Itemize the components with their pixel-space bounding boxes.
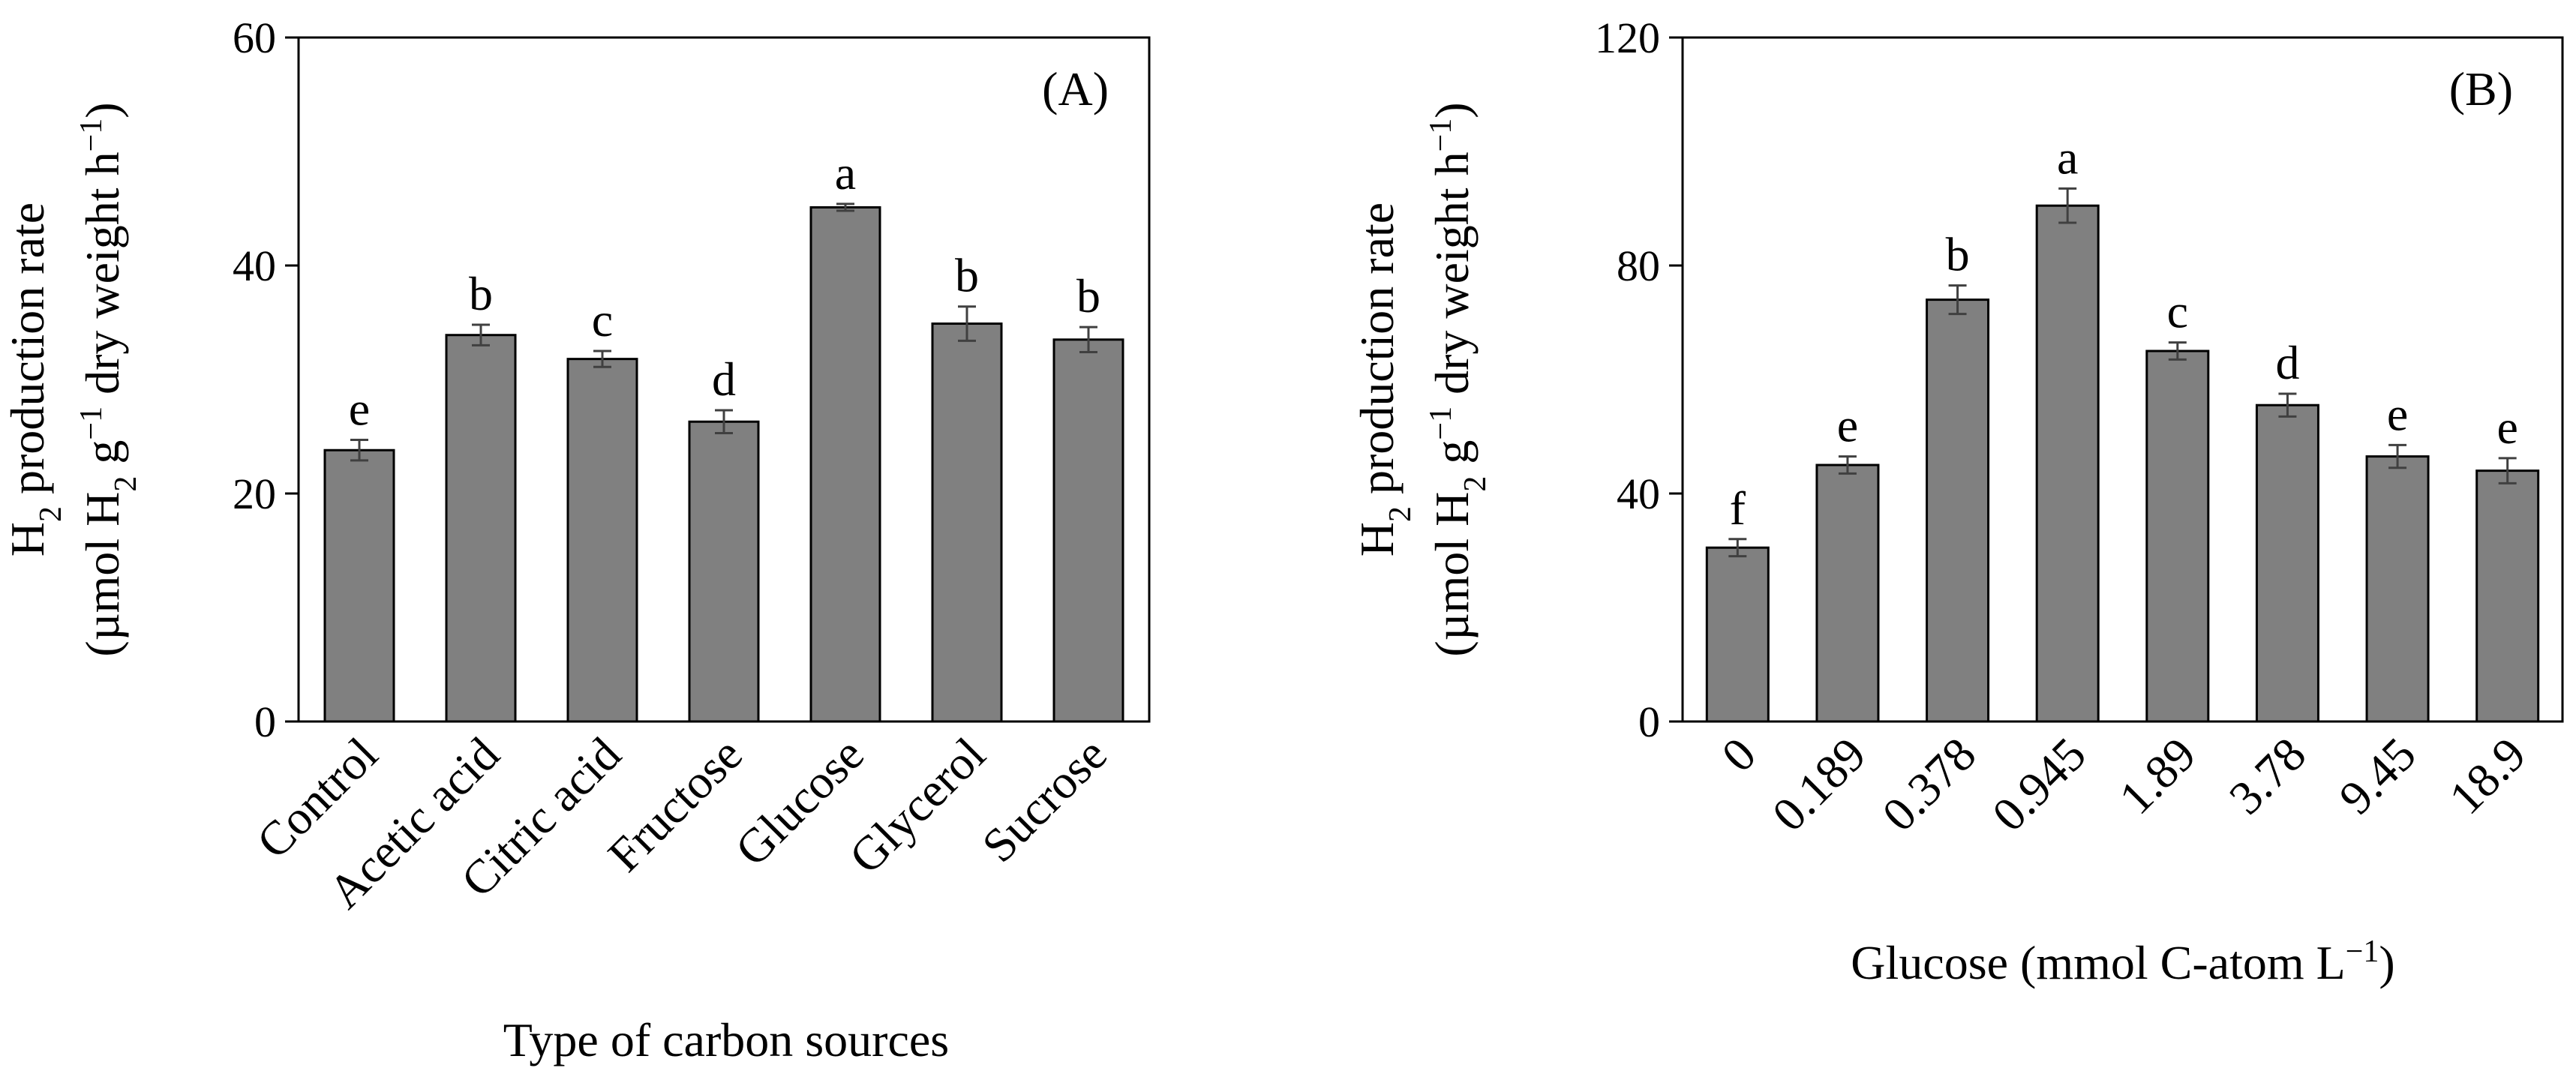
significance-letter: d — [2275, 336, 2299, 389]
significance-letter: b — [469, 267, 493, 320]
error-bar — [2058, 187, 2077, 224]
bar — [445, 334, 517, 723]
y-axis-label-line2: (µmol H2 g−1 dry weight h−1) — [1424, 102, 1493, 656]
bar — [688, 420, 760, 723]
error-bar — [1728, 538, 1747, 558]
plot-area-frame — [1681, 36, 2564, 723]
error-bar — [715, 409, 733, 434]
y-tick-label: 60 — [233, 14, 276, 62]
error-bar — [472, 323, 490, 346]
x-tick-label: 3.78 — [2219, 728, 2316, 824]
significance-letter: c — [592, 293, 613, 346]
error-bar — [958, 305, 976, 342]
y-tick-label: 20 — [233, 470, 276, 518]
significance-letter: e — [1837, 399, 1858, 452]
y-tick-label: 0 — [1638, 698, 1660, 746]
y-axis-label-line2: (µmol H2 g−1 dry weight h−1) — [74, 102, 143, 656]
significance-letter: a — [835, 146, 856, 200]
error-bar — [350, 439, 368, 462]
y-tick-label: 80 — [1617, 242, 1660, 290]
significance-letter: b — [1076, 269, 1100, 322]
x-tick-label: Sucrose — [971, 728, 1116, 872]
significance-letter: e — [349, 382, 370, 436]
bar — [931, 322, 1003, 723]
x-axis-label: Glucose (mmol C-atom L−1) — [1851, 934, 2394, 989]
x-tick-label: Glycerol — [839, 728, 995, 884]
bar — [809, 206, 881, 723]
y-tick-label: 120 — [1595, 14, 1660, 62]
error-bar — [2168, 341, 2187, 361]
error-bar — [836, 202, 854, 212]
x-tick-label: 0 — [1711, 728, 1766, 782]
bar — [2035, 204, 2100, 723]
error-bar — [2278, 392, 2297, 418]
bar — [323, 448, 395, 723]
y-tick-label: 40 — [233, 242, 276, 290]
panel-label: (B) — [2449, 62, 2513, 116]
x-tick-label: 9.45 — [2329, 728, 2426, 824]
bar — [1052, 338, 1124, 723]
x-tick-label: 0.189 — [1762, 728, 1876, 842]
y-axis-label-line1: H2 production rate — [1350, 202, 1418, 556]
x-tick-label: 0.378 — [1872, 728, 1986, 842]
bar — [2145, 350, 2210, 723]
x-tick-label: 18.9 — [2439, 728, 2535, 824]
error-bar — [1079, 326, 1097, 354]
bar — [2475, 470, 2540, 723]
y-tick-label: 0 — [254, 698, 276, 746]
error-bar — [2498, 457, 2517, 484]
x-tick-label: 1.89 — [2109, 728, 2205, 824]
chart-panel-b: 0 40 80 120 f 0 e 0.189 b 0.378 a 0.945 c 1.89 d 3.78 e 9… — [1350, 14, 2564, 989]
significance-letter: b — [1946, 228, 1970, 281]
significance-letter: a — [2057, 130, 2078, 184]
x-axis-label: Type of carbon sources — [503, 1013, 949, 1066]
bar — [1926, 298, 1990, 723]
y-axis-label-line1: H2 production rate — [1, 202, 68, 556]
y-tick-label: 40 — [1617, 470, 1660, 518]
bar — [1705, 546, 1770, 723]
significance-letter: b — [955, 249, 979, 302]
error-bar — [593, 350, 611, 368]
error-bar — [1838, 455, 1857, 475]
bar — [566, 358, 638, 723]
x-tick-label: 0.945 — [1982, 728, 2096, 842]
x-tick-label: Fructose — [598, 728, 752, 882]
bar — [2255, 404, 2319, 723]
bar — [1815, 464, 1880, 723]
bar — [2365, 455, 2430, 723]
error-bar — [2388, 443, 2407, 470]
significance-letter: c — [2167, 285, 2188, 338]
significance-letter: d — [712, 352, 736, 406]
significance-letter: e — [2387, 387, 2408, 440]
significance-letter: f — [1730, 482, 1746, 535]
panel-label: (A) — [1042, 62, 1109, 116]
error-bar — [1948, 284, 1967, 316]
significance-letter: e — [2496, 400, 2517, 454]
